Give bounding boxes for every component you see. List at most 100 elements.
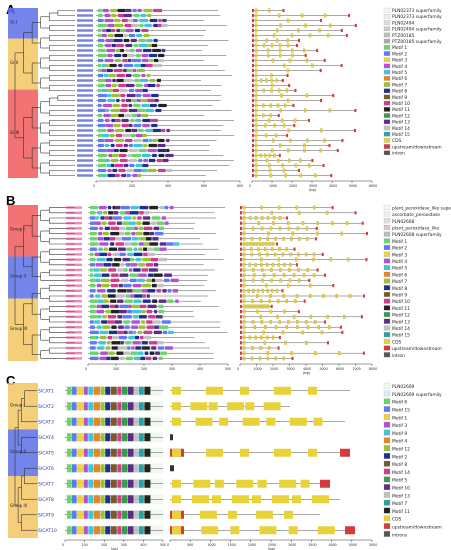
b-motif-box — [90, 252, 94, 257]
b-motif-box — [90, 325, 96, 329]
b-cds-box — [347, 257, 350, 262]
c-cds-box — [172, 402, 181, 411]
b-gene-name-tag — [66, 346, 82, 350]
a-gene-name-tag — [77, 99, 93, 102]
b-cds-box — [260, 205, 263, 210]
b-legend-swatch — [383, 338, 391, 344]
c-motif-box — [122, 495, 127, 504]
a-motif-box — [149, 58, 154, 63]
b-motif-box — [103, 247, 108, 251]
b-cds-box — [278, 320, 281, 324]
c-cds-box — [172, 526, 181, 535]
a-motif-box — [112, 88, 119, 93]
b-motif-box — [97, 346, 105, 350]
a-cds-box — [270, 73, 273, 78]
b-motif-box — [90, 278, 96, 283]
b-utr-box — [240, 315, 242, 319]
a-motif-box — [158, 103, 167, 108]
a-legend-label: Motif 10 — [392, 101, 410, 107]
b-cds-box — [284, 340, 287, 345]
a-legend-label: PLN02373 superfamily — [392, 14, 442, 20]
a-utr-box — [277, 113, 280, 118]
c-motif-box — [100, 448, 105, 457]
b-cds-box — [242, 278, 246, 283]
a-cds-box — [280, 118, 284, 123]
a-cds-box — [290, 33, 294, 38]
c-motif-box — [88, 464, 94, 473]
b-motif-box — [123, 351, 130, 355]
a-gene-name-tag — [77, 44, 93, 47]
a-legend-swatch — [383, 63, 391, 69]
b-motif-box — [123, 283, 132, 288]
a-cds-box — [287, 128, 290, 133]
b-motif-box — [141, 289, 148, 293]
b-cds-box — [292, 273, 296, 278]
b-motif-box — [132, 341, 141, 345]
a-cds-box — [287, 148, 290, 153]
b-cds-box — [282, 294, 286, 298]
b-utr-box — [240, 211, 242, 215]
a-gene-name-tag — [77, 19, 93, 22]
a-motif-box — [105, 158, 110, 163]
a-cds-box — [268, 163, 271, 168]
a-cds-box — [323, 138, 326, 143]
a-motif-box — [98, 108, 106, 113]
b-cds-box — [325, 210, 329, 215]
c-motif-box — [105, 433, 111, 442]
b-legend-swatch — [383, 271, 391, 277]
a-motif-box — [115, 138, 124, 143]
b-motif-box — [114, 304, 119, 309]
a-motif-box — [135, 133, 143, 138]
a-legend-label: PLN02494 — [392, 20, 415, 26]
c-cds-box — [200, 510, 217, 519]
a-motif-box — [116, 43, 124, 48]
a-motif-box — [98, 168, 107, 173]
c-legend-label: Motif 4 — [392, 439, 407, 445]
b-cds-box — [242, 247, 246, 252]
a-motif-box — [106, 163, 111, 168]
a-legend-swatch — [383, 26, 391, 32]
b-motif-box — [127, 309, 132, 314]
a-motif-box — [98, 93, 107, 98]
b-utr-box — [361, 221, 364, 225]
b-motif-box — [111, 273, 119, 277]
b-cds-box — [242, 268, 246, 272]
b-utr-box — [240, 351, 242, 355]
a-legend-swatch — [383, 144, 391, 149]
a-motif-box — [134, 138, 142, 143]
b-motif-box — [143, 330, 153, 335]
b-cds-box — [305, 226, 309, 231]
a-motif-box — [138, 158, 143, 163]
c-motif-box — [117, 464, 122, 473]
b-motif-box — [112, 263, 120, 267]
c-motif-box — [100, 510, 105, 519]
b-cds-box — [297, 268, 300, 272]
a-cds-box — [277, 13, 281, 18]
c-motif-box — [127, 495, 134, 504]
a-group-band — [8, 8, 38, 39]
c-motif-box — [71, 526, 77, 535]
b-utr-box — [240, 221, 242, 225]
a-motif-box — [158, 18, 162, 23]
a-motif-box — [138, 43, 148, 48]
a-motif-box — [135, 163, 143, 168]
b-gene-name-tag — [66, 289, 82, 292]
b-gene-name-tag — [66, 320, 82, 324]
a-cds-box — [303, 148, 306, 153]
a-motif-box — [105, 118, 110, 123]
b-cds-box — [274, 325, 278, 330]
b-group-label: Group III — [10, 326, 27, 331]
a-utr-box — [354, 23, 357, 28]
b-motif-box — [142, 346, 150, 350]
b-motif-box — [120, 341, 124, 345]
b-cds-box — [287, 226, 291, 231]
c-motif-box — [83, 433, 88, 442]
a-motif-box — [118, 63, 123, 68]
a-motif-box — [142, 138, 149, 143]
b-motif-box — [134, 226, 138, 231]
b-motif-box — [124, 299, 133, 303]
b-cds-box — [271, 288, 274, 293]
a-utr-box — [252, 133, 254, 138]
b-cds-box — [265, 262, 269, 267]
b-utr-box — [316, 268, 319, 272]
